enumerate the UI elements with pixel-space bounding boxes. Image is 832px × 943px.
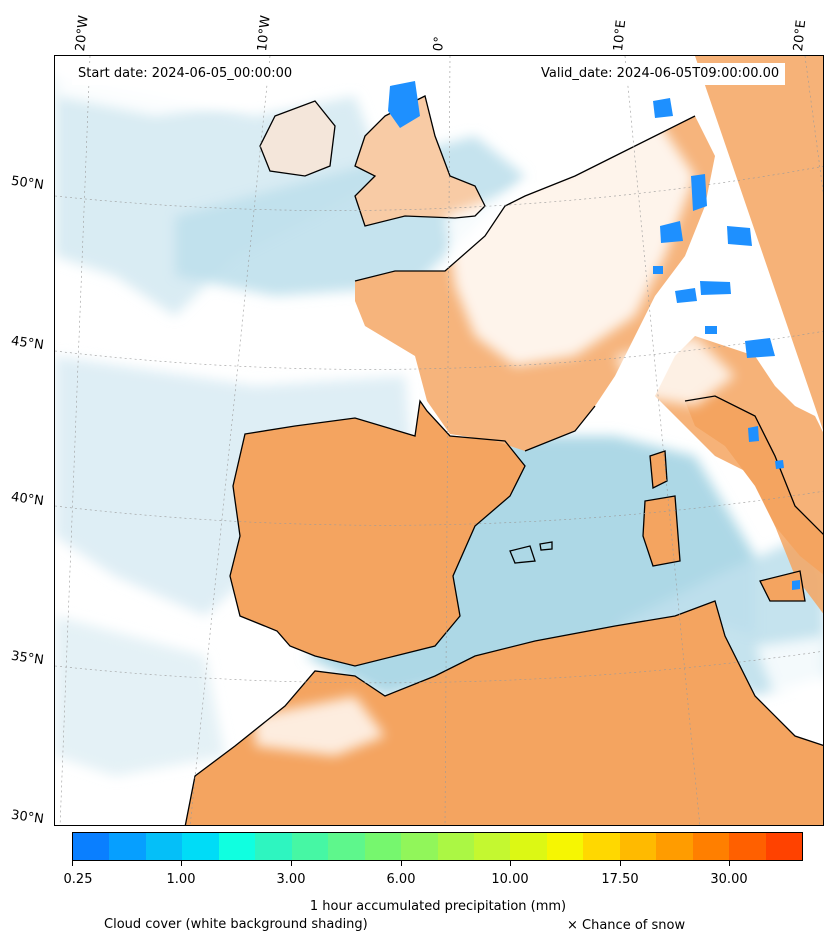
- colorbar-tickmark: [620, 861, 621, 866]
- lat-label-50n: 50°N: [10, 173, 45, 194]
- lon-label-10e-text: 10°E: [611, 19, 630, 53]
- cloud-cover-white: [55, 56, 823, 756]
- colorbar-swatch: [145, 833, 183, 860]
- lat-label-45n: 45°N: [10, 333, 45, 354]
- lon-label-10w-text: 10°W: [255, 14, 274, 53]
- lon-label-20e: 20°E: [791, 0, 826, 56]
- lon-label-10w: 10°W: [255, 0, 290, 56]
- lon-label-0-text: 0°: [431, 35, 448, 52]
- start-date-label: Start date: 2024-06-05_00:00:00: [72, 63, 299, 85]
- colorbar-swatch: [473, 833, 511, 860]
- colorbar-swatch: [291, 833, 329, 860]
- coastlines: [184, 95, 823, 825]
- map-panel: [54, 55, 824, 826]
- precipitation-areas: [388, 81, 800, 590]
- colorbar-tick-label: 0.25: [63, 872, 93, 887]
- colorbar-tick-label: 6.00: [386, 872, 416, 887]
- lat-label-30n: 30°N: [10, 807, 45, 828]
- colorbar-title: 1 hour accumulated precipitation (mm): [309, 899, 567, 914]
- colorbar-swatch: [182, 833, 219, 860]
- colorbar-swatch: [437, 833, 474, 860]
- colorbar-swatch: [765, 833, 803, 860]
- corsica-land: [650, 451, 667, 488]
- colorbar-tick-label: 1.00: [166, 872, 196, 887]
- colorbar-tick-label: 10.00: [491, 872, 529, 887]
- colorbar-swatch: [692, 833, 730, 860]
- ireland-land: [260, 101, 335, 176]
- snow-chance-note: × Chance of snow: [567, 918, 686, 933]
- graticule: [55, 56, 823, 825]
- colorbar-swatch: [619, 833, 657, 860]
- colorbar-swatch: [546, 833, 584, 860]
- north-africa-land: [185, 601, 823, 825]
- lon-label-20w: 20°W: [73, 0, 108, 56]
- colorbar-tickmark: [510, 861, 511, 866]
- colorbar-swatch: [401, 833, 438, 860]
- cloud-cover-note: Cloud cover (white background shading): [104, 917, 368, 932]
- lon-label-10e: 10°E: [611, 0, 646, 56]
- italy-land: [685, 396, 823, 575]
- colorbar-tickmark: [181, 861, 182, 866]
- colorbar-swatch: [729, 833, 766, 860]
- colorbar-swatch: [328, 833, 365, 860]
- colorbar-swatch: [73, 833, 110, 860]
- colorbar-tick-label: 30.00: [710, 872, 748, 887]
- colorbar-swatch: [583, 833, 620, 860]
- colorbar-swatch: [656, 833, 693, 860]
- lon-label-20e-text: 20°E: [791, 19, 810, 53]
- colorbar-swatch: [510, 833, 547, 860]
- britain-land: [355, 96, 485, 226]
- colorbar-swatch: [218, 833, 256, 860]
- sardinia-land: [643, 496, 680, 566]
- colorbar-tick-label: 3.00: [276, 872, 306, 887]
- valid-date-label: Valid_date: 2024-06-05T09:00:00.00: [535, 63, 786, 85]
- colorbar-swatch: [255, 833, 292, 860]
- iberia-land: [230, 401, 525, 666]
- colorbar-tickmark: [291, 861, 292, 866]
- colorbar-tickmark: [401, 861, 402, 866]
- lat-label-40n: 40°N: [10, 489, 45, 510]
- colorbar-swatch: [364, 833, 402, 860]
- colorbar-tickmark: [72, 861, 73, 866]
- lon-label-0: 0°: [431, 0, 466, 56]
- map-canvas: [55, 56, 823, 825]
- lat-label-35n: 35°N: [10, 648, 45, 669]
- colorbar-swatch: [109, 833, 146, 860]
- colorbar-tickmark: [729, 861, 730, 866]
- precipitation-colorbar: [72, 832, 803, 861]
- lon-label-20w-text: 20°W: [73, 14, 92, 53]
- colorbar-tick-label: 17.50: [601, 872, 639, 887]
